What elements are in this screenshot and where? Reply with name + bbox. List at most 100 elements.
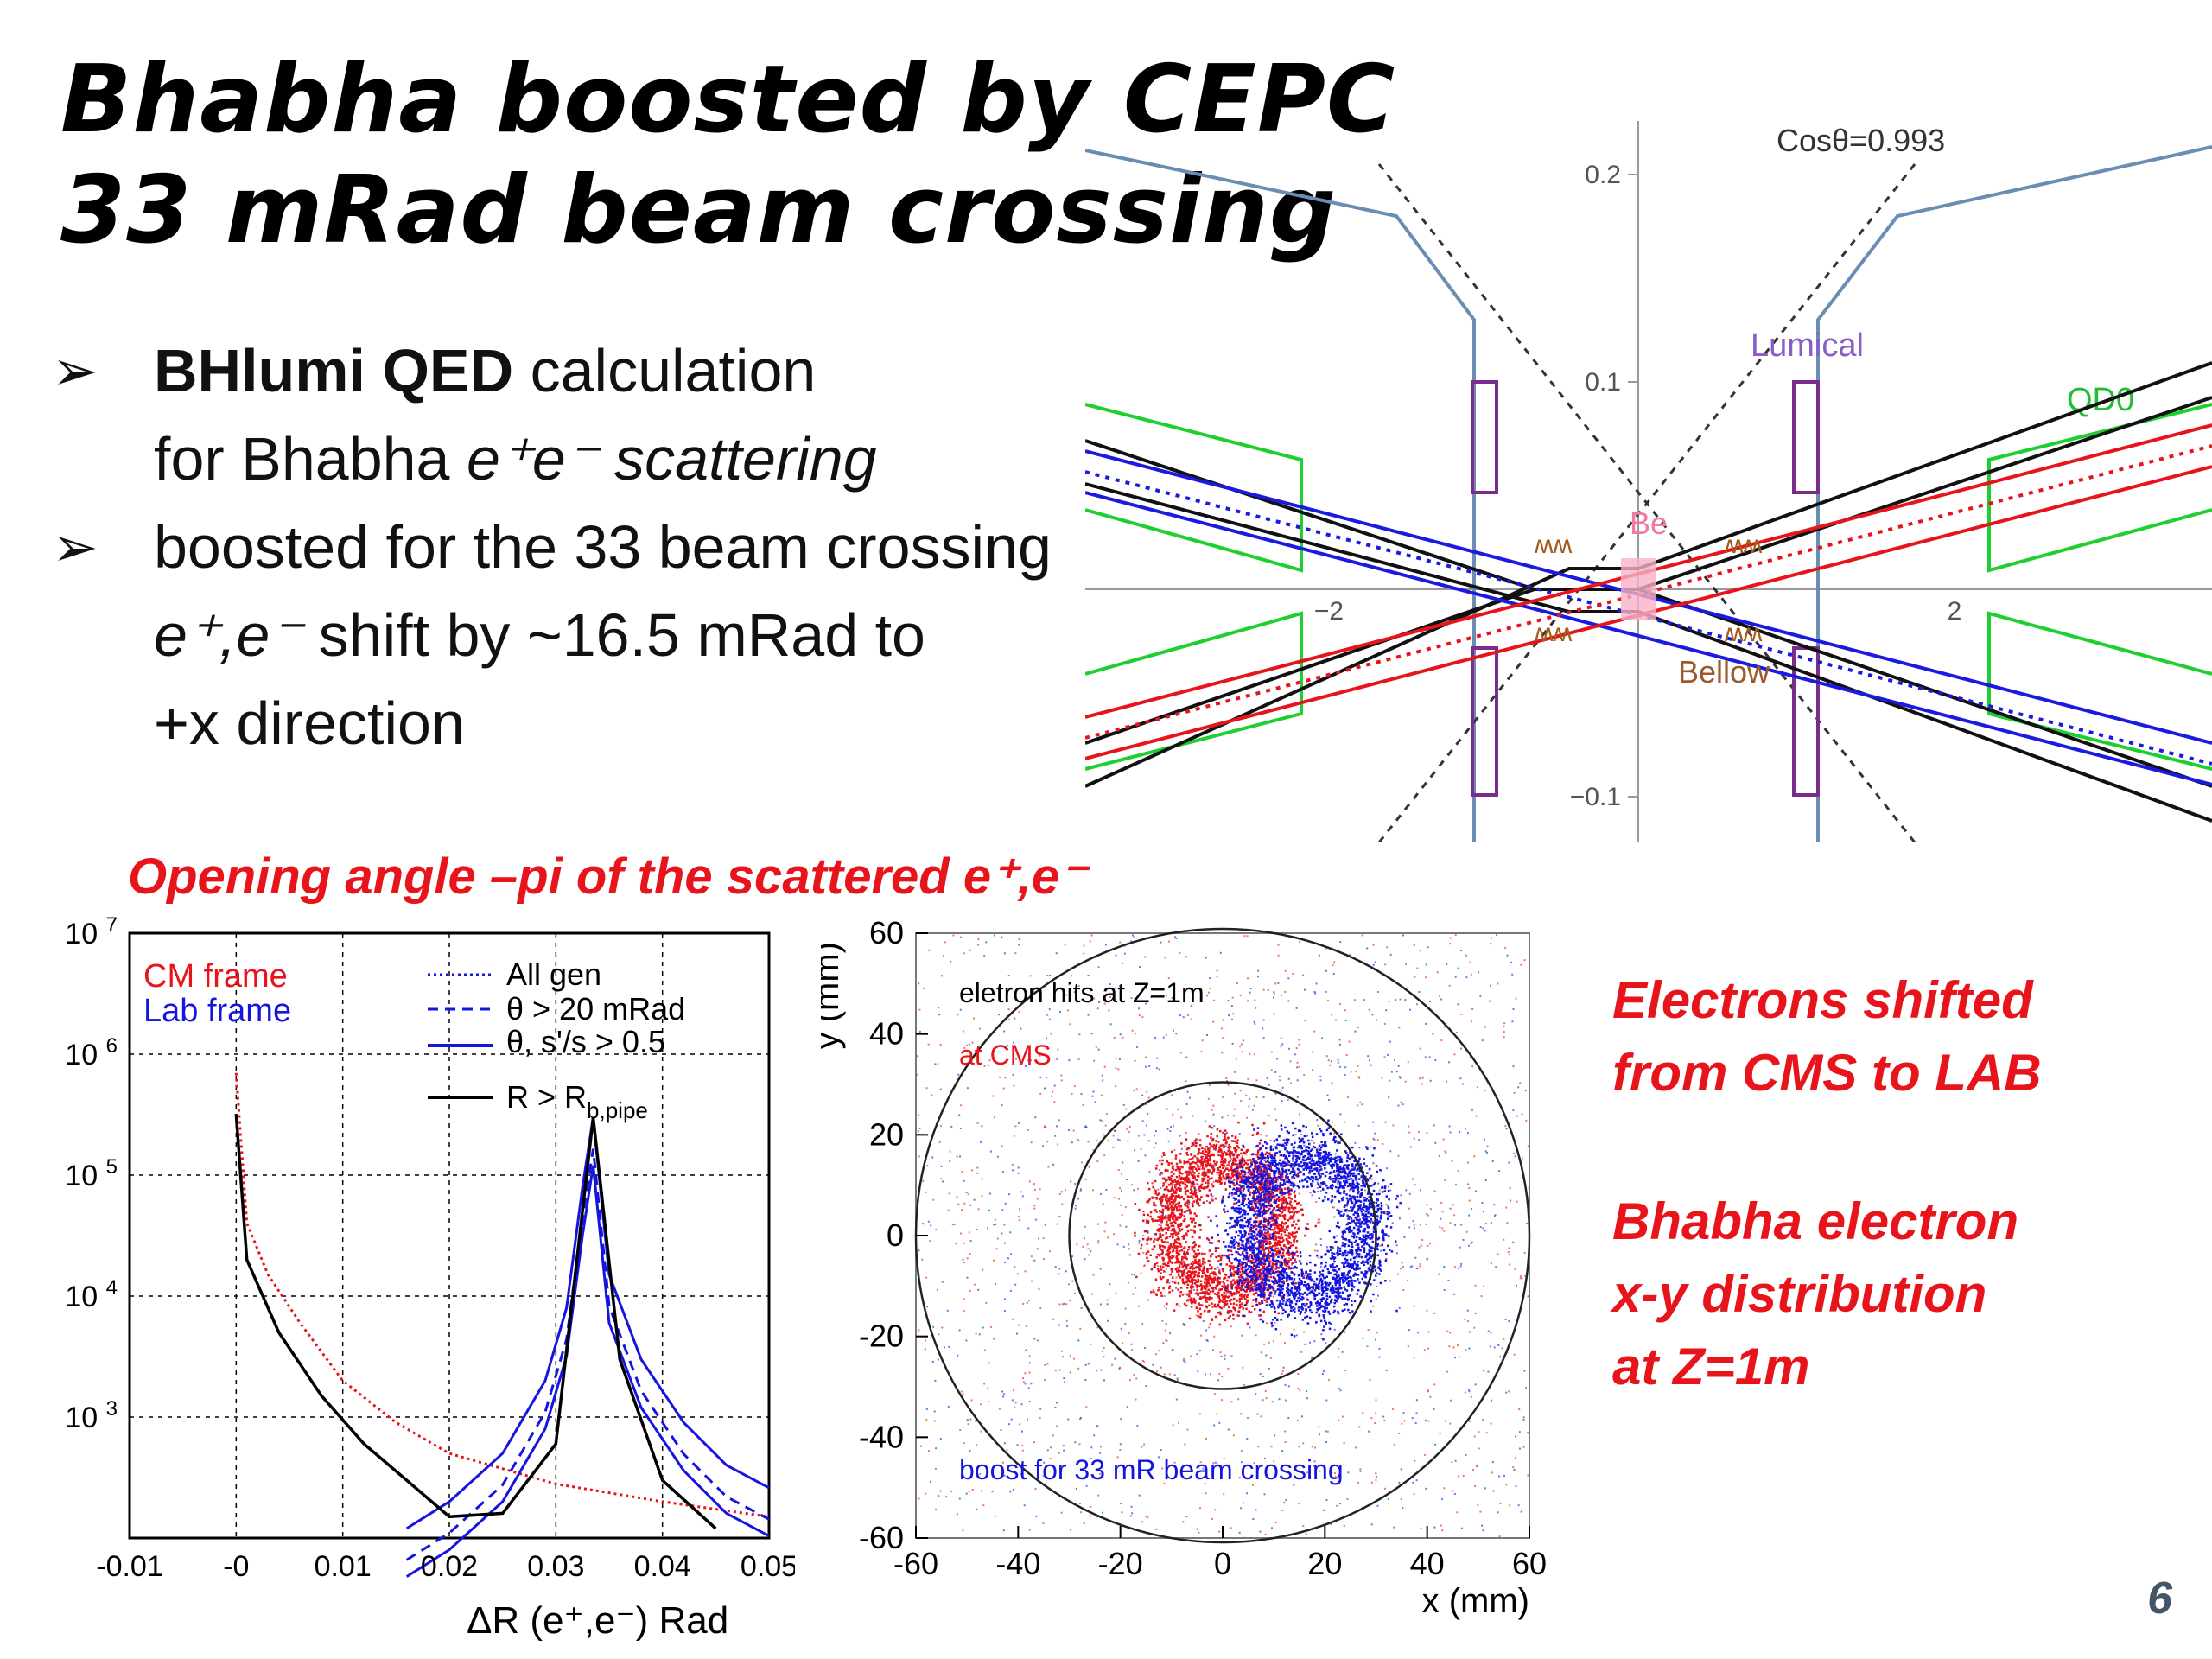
x-tick-label: -20 <box>1098 1546 1143 1581</box>
y-tick-label: -20 <box>859 1319 904 1354</box>
annotation-blue: boost for 33 mR beam crossing <box>959 1454 1344 1485</box>
series-line-lab-frame-dashed <box>405 1148 770 1561</box>
blue-beam-edge <box>1085 491 2212 786</box>
beampipe-outline-left <box>1085 149 1476 842</box>
bullet-text: shift by ~16.5 mRad to <box>302 601 925 669</box>
page-number: 6 <box>2147 1573 2172 1624</box>
qd0-box <box>1085 403 1303 573</box>
bullet-text: boosted for the 33 beam crossing <box>154 513 1052 581</box>
bullet-bold-text: BHlumi QED <box>154 337 514 404</box>
bullet-text: calculation <box>513 337 817 404</box>
y-tick-label: 10 7 <box>65 916 118 950</box>
diagram-x-tick-label: −2 <box>1314 597 1344 626</box>
x-axis-label: ΔR (e⁺,e⁻) Rad <box>467 1599 728 1642</box>
bellow-icon: ʍʍ <box>1535 619 1573 647</box>
arrow-bullet-icon: ➢ <box>52 340 99 402</box>
be-pipe <box>1621 558 1656 620</box>
y-tick-label: 40 <box>869 1016 904 1052</box>
bullet-list: ➢ BHlumi QED calculation for Bhabha e⁺e⁻… <box>52 327 1052 767</box>
x-axis-label: x (mm) <box>1422 1582 1529 1620</box>
qd0-box <box>1085 611 1303 771</box>
lumical-box <box>1471 380 1498 494</box>
legend-all-gen: All gen <box>506 957 601 992</box>
x-tick-label: -40 <box>995 1546 1040 1581</box>
y-tick-label: -40 <box>859 1419 904 1454</box>
be-label: Be <box>1630 505 1668 541</box>
slide-title: Bhabha boosted by CEPC 33 mRad beam cros… <box>60 45 1395 266</box>
side-note-line: at Z=1m <box>1612 1338 1810 1395</box>
bullet-subline: +x direction <box>52 679 1052 767</box>
diagram-y-tick-label: 0.2 <box>1585 161 1621 189</box>
xy-distribution-plot: -60 -40 -20 0 20 40 60 60 40 20 0 -20 -40 -60 eletron… <box>821 916 1547 1620</box>
y-tick-label: 0 <box>887 1217 904 1253</box>
beampipe-black <box>1085 361 2212 788</box>
series-line-lab-frame-solid <box>405 1165 770 1578</box>
qd0-box <box>1987 611 2212 771</box>
y-tick-label: 10 6 <box>65 1034 118 1071</box>
lumical-box <box>1471 646 1498 797</box>
title-line-2: 33 mRad beam crossing <box>60 156 1338 264</box>
series-line-r-r <box>234 1114 717 1530</box>
bullet-item: ➢ boosted for the 33 beam crossing <box>52 503 1052 591</box>
side-note-line: Electrons shifted <box>1612 971 2033 1029</box>
opening-angle-caption: Opening angle –pi of the scattered e⁺,e⁻ <box>128 849 1086 905</box>
y-axis-label: y (mm) <box>821 942 846 1049</box>
bullet-text: +x direction <box>154 690 465 757</box>
bullet-text: for Bhabha <box>154 425 467 493</box>
series-line-cm-frame <box>234 1072 770 1518</box>
bullet-italic-text: e⁺,e⁻ <box>154 601 302 669</box>
bullet-item: ➢ BHlumi QED calculation <box>52 327 1052 415</box>
bellow-icon: ʍʍ <box>1725 531 1763 559</box>
y-tick-label: 10 5 <box>65 1155 118 1192</box>
x-tick-label: -60 <box>893 1546 938 1581</box>
y-tick-label: -60 <box>859 1520 904 1555</box>
x-tick-label: 20 <box>1307 1546 1342 1581</box>
lumical-label: Lumical <box>1751 327 1864 364</box>
x-tick-label: 0.04 <box>634 1550 691 1583</box>
beampipe-black <box>1085 482 2212 823</box>
x-tick-label: -0.01 <box>96 1550 163 1583</box>
bullet-subline: e⁺,e⁻ shift by ~16.5 mRad to <box>52 591 1052 679</box>
legend-theta-s-cut: θ, s'/s > 0.5 <box>506 1024 665 1059</box>
bullet-italic-text: e⁺e⁻ scattering <box>466 425 877 493</box>
diagram-y-tick-label: 0.1 <box>1585 368 1621 397</box>
y-tick-label: 10 4 <box>65 1276 118 1313</box>
x-tick-label: 0.02 <box>421 1550 478 1583</box>
beampipe-outline-right <box>1816 145 2212 842</box>
side-note-distribution: Bhabha electron x-y distribution at Z=1m <box>1612 1185 2018 1403</box>
legend-pipe-cut: R > Rb,pipe <box>506 1079 648 1123</box>
legend-theta-cut: θ > 20 mRad <box>506 991 685 1027</box>
y-tick-label: 10 3 <box>65 1397 118 1434</box>
bellow-label: Bellow <box>1678 654 1770 690</box>
side-note-line: Bhabha electron <box>1612 1192 2019 1250</box>
x-tick-label: 0.01 <box>315 1550 372 1583</box>
side-note-line: from CMS to LAB <box>1612 1044 2042 1102</box>
series-line-lab-frame <box>405 1116 770 1530</box>
bullet-subline: for Bhabha e⁺e⁻ scattering <box>52 415 1052 503</box>
plot-frame <box>128 931 771 1540</box>
bellow-icon: ʍʍ <box>1725 619 1763 647</box>
x-tick-label: 0.05 <box>741 1550 795 1583</box>
x-tick-label: 0 <box>1214 1546 1231 1581</box>
annotation-black: eletron hits at Z=1m <box>959 977 1205 1008</box>
legend-cm-frame: CM frame <box>143 958 288 995</box>
title-line-1: Bhabha boosted by CEPC <box>60 46 1396 154</box>
diagram-x-tick-label: 2 <box>1948 597 1962 626</box>
arrow-bullet-icon: ➢ <box>52 516 99 578</box>
x-tick-label: 60 <box>1512 1546 1547 1581</box>
cos-theta-label: Cosθ=0.993 <box>1777 123 1945 158</box>
cos-theta-line <box>1377 163 1916 842</box>
side-note-shift: Electrons shifted from CMS to LAB <box>1612 964 2042 1109</box>
x-tick-label: 0.03 <box>527 1550 584 1583</box>
opening-angle-histogram: -0.01 -0 0.01 0.02 0.03 0.04 0.05 10 3 10 4 10 5 1… <box>65 916 795 1642</box>
y-tick-label: 20 <box>869 1116 904 1152</box>
side-note-line: x-y distribution <box>1612 1265 1987 1323</box>
beampipe-black <box>1085 396 2212 745</box>
qd0-box <box>1987 403 2212 573</box>
plot-background <box>916 933 1529 1538</box>
diagram-y-tick-label: −0.1 <box>1570 783 1621 811</box>
x-tick-label: 40 <box>1410 1546 1445 1581</box>
reference-circle <box>1068 1081 1377 1390</box>
annotation-red: at CMS <box>959 1039 1052 1071</box>
interaction-region-diagram: 0.2 0.1 −0.1 −2 2 Cosθ=0.993 Lumical QD0… <box>1085 121 2212 842</box>
